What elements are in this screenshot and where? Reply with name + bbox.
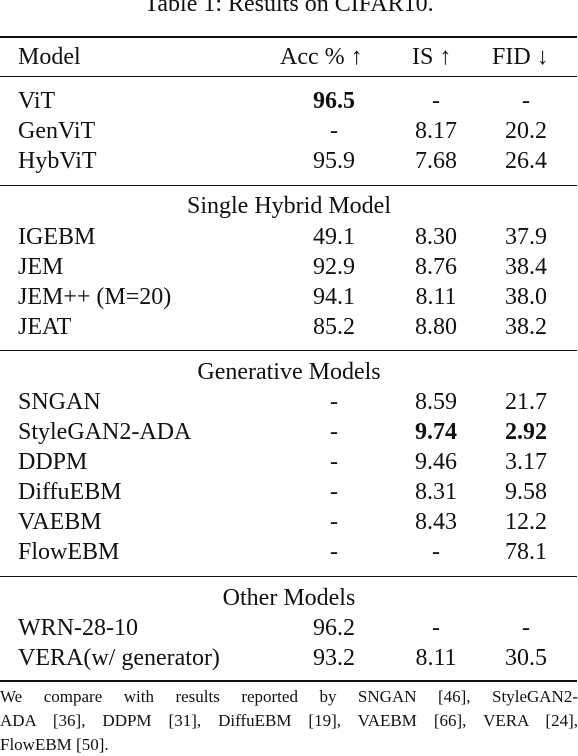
cell-is: 8.80 [415,314,457,340]
cell-fid: 21.7 [505,389,547,415]
table-row: JEAT 85.2 8.80 38.2 [0,312,578,342]
cell-acc: - [330,479,338,505]
cell-fid: 38.4 [505,254,547,280]
cell-model: ViT [18,88,56,114]
table-note-line: FlowEBM [50]. [0,735,109,754]
cell-fid: - [522,88,530,114]
header-model: Model [18,44,81,70]
table-row: JEM++ (M=20) 94.1 8.11 38.0 [0,282,578,312]
cell-fid: 3.17 [505,449,547,475]
cell-acc: - [330,389,338,415]
table-note-line: ADA [36], DDPM [31], DiffuEBM [19], VAEB… [0,711,578,730]
cell-is: 8.11 [415,284,457,310]
cell-model: JEAT [18,314,72,340]
cell-fid: 2.92 [505,419,547,445]
cell-is: - [432,539,440,565]
cell-acc: 96.2 [313,615,355,641]
cell-is: - [432,88,440,114]
table-row: StyleGAN2-ADA - 9.74 2.92 [0,417,578,447]
cell-acc: 95.9 [313,148,355,174]
cell-acc: - [330,449,338,475]
cell-acc: 96.5 [313,88,355,114]
cell-fid: 12.2 [505,509,547,535]
table-row: ViT 96.5 - - [0,86,578,116]
cell-fid: 78.1 [505,539,547,565]
cell-acc: - [330,539,338,565]
cell-model: JEM++ (M=20) [18,284,172,310]
header-fid: FID ↓ [492,44,549,70]
cell-model: SNGAN [18,389,101,415]
cell-acc: - [330,118,338,144]
table-row: IGEBM 49.1 8.30 37.9 [0,222,578,252]
section-title-generative: Generative Models [197,359,381,385]
section-title-single-hybrid: Single Hybrid Model [187,193,391,219]
table-row: GenViT - 8.17 20.2 [0,116,578,146]
cell-is: 9.74 [415,419,457,445]
cell-model: GenViT [18,118,96,144]
cell-fid: - [522,615,530,641]
cell-model: StyleGAN2-ADA [18,419,192,445]
table-row: HybViT 95.9 7.68 26.4 [0,146,578,176]
cell-acc: 92.9 [313,254,355,280]
header-row: Model Acc % ↑ IS ↑ FID ↓ [0,42,578,72]
section-rule [0,350,577,351]
table-note-line: We compare with results reported by SNGA… [0,687,578,706]
table-row: VERA(w/ generator) 93.2 8.11 30.5 [0,643,578,673]
table-row: DiffuEBM - 8.31 9.58 [0,477,578,507]
table-row: FlowEBM - - 78.1 [0,537,578,567]
cell-model: IGEBM [18,224,96,250]
cell-is: 8.11 [415,645,457,671]
bottom-rule [0,680,577,682]
cell-fid: 20.2 [505,118,547,144]
cell-is: - [432,615,440,641]
cell-acc: - [330,509,338,535]
cell-acc: 93.2 [313,645,355,671]
table-row: VAEBM - 8.43 12.2 [0,507,578,537]
cell-is: 9.46 [415,449,457,475]
cell-model: DiffuEBM [18,479,122,505]
table-row: WRN-28-10 96.2 - - [0,613,578,643]
cell-acc: - [330,419,338,445]
cell-fid: 38.2 [505,314,547,340]
section-title-other: Other Models [222,585,356,611]
cell-is: 8.30 [415,224,457,250]
cell-is: 8.59 [415,389,457,415]
cell-is: 7.68 [415,148,457,174]
cell-acc: 85.2 [313,314,355,340]
cell-is: 8.43 [415,509,457,535]
table-row: JEM 92.9 8.76 38.4 [0,252,578,282]
table-row: DDPM - 9.46 3.17 [0,447,578,477]
cell-fid: 38.0 [505,284,547,310]
cell-model: VERA(w/ generator) [18,645,220,671]
table-caption: Table 1: Results on CIFAR10. [144,0,434,17]
cell-fid: 30.5 [505,645,547,671]
header-is: IS ↑ [412,44,452,70]
cell-acc: 94.1 [313,284,355,310]
header-rule [0,76,577,77]
top-rule [0,36,577,38]
cell-is: 8.31 [415,479,457,505]
cell-is: 8.17 [415,118,457,144]
cell-model: JEM [18,254,64,280]
cell-fid: 9.58 [505,479,547,505]
cell-acc: 49.1 [313,224,355,250]
cell-model: VAEBM [18,509,102,535]
cell-is: 8.76 [415,254,457,280]
table-row: SNGAN - 8.59 21.7 [0,387,578,417]
section-rule [0,576,577,577]
cell-model: FlowEBM [18,539,120,565]
cell-model: WRN-28-10 [18,615,138,641]
cell-fid: 37.9 [505,224,547,250]
header-acc: Acc % ↑ [280,44,363,70]
cell-model: HybViT [18,148,97,174]
cell-fid: 26.4 [505,148,547,174]
section-rule [0,185,577,186]
cell-model: DDPM [18,449,88,475]
